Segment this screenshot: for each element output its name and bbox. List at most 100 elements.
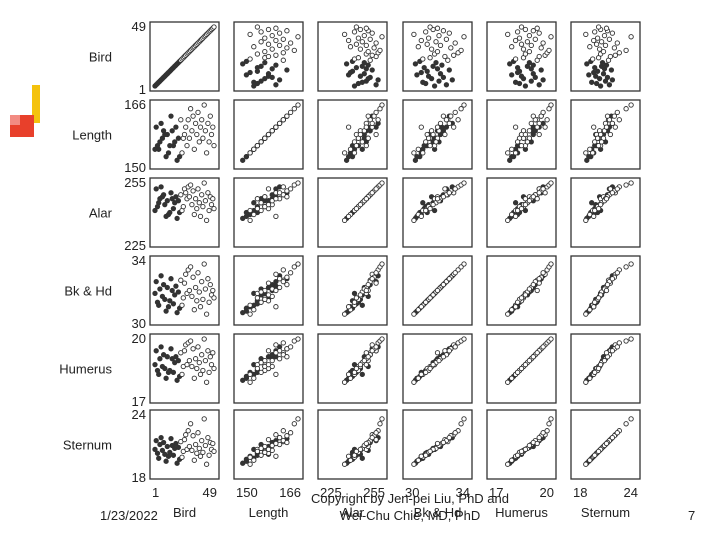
data-point <box>359 146 365 152</box>
data-point <box>423 207 429 214</box>
data-point <box>172 292 178 298</box>
data-point <box>158 273 164 279</box>
data-point <box>359 39 365 45</box>
data-point <box>536 434 542 441</box>
data-point <box>280 267 286 273</box>
data-point <box>254 24 261 30</box>
data-point <box>587 44 593 50</box>
data-point <box>351 83 358 89</box>
data-point <box>534 124 540 130</box>
row-tick-max: 20 <box>132 331 146 346</box>
data-point <box>417 153 423 160</box>
data-point <box>164 284 170 291</box>
data-point <box>192 441 199 448</box>
data-point <box>269 128 275 134</box>
data-point <box>589 79 595 85</box>
panel-alar-vs-bk-hd <box>402 177 473 248</box>
data-point <box>273 52 279 58</box>
data-point <box>614 430 620 436</box>
data-point <box>509 44 515 50</box>
data-point <box>273 271 279 277</box>
data-point <box>158 120 164 127</box>
data-point <box>594 135 601 141</box>
data-point <box>458 106 464 112</box>
data-point <box>512 304 519 310</box>
data-point <box>273 432 279 438</box>
data-point <box>587 146 593 152</box>
data-point <box>160 192 167 198</box>
data-point <box>606 82 613 88</box>
data-point <box>591 37 597 44</box>
data-point <box>211 24 217 30</box>
data-point <box>593 80 600 87</box>
data-point <box>361 71 367 77</box>
row-tick-max: 255 <box>124 175 146 190</box>
data-point <box>343 157 350 163</box>
data-point <box>287 186 294 192</box>
data-point <box>427 448 433 455</box>
data-point <box>343 61 350 67</box>
data-point <box>587 457 593 463</box>
data-point <box>628 336 634 342</box>
data-point <box>611 113 618 119</box>
data-point <box>522 131 529 138</box>
data-point <box>173 283 179 289</box>
data-point <box>458 47 464 54</box>
data-point <box>200 449 206 456</box>
data-point <box>440 281 447 288</box>
data-point <box>516 35 523 41</box>
data-point <box>247 150 253 156</box>
data-point <box>540 430 546 436</box>
data-point <box>247 69 253 76</box>
data-point <box>377 421 383 427</box>
data-point <box>196 445 202 452</box>
data-point <box>357 292 364 298</box>
data-point <box>442 53 448 60</box>
data-point <box>181 280 188 286</box>
data-point <box>369 276 375 282</box>
row-tick-min: 30 <box>132 316 146 331</box>
data-point <box>373 280 379 286</box>
data-point <box>423 29 429 35</box>
data-point <box>165 304 172 310</box>
data-point <box>544 117 550 123</box>
accent-pink-square <box>10 115 20 125</box>
data-point <box>434 66 441 72</box>
data-point <box>201 261 207 267</box>
data-point <box>273 342 279 348</box>
data-point <box>544 428 550 434</box>
panel-alar-vs-bird <box>149 177 220 248</box>
data-point <box>423 139 429 145</box>
data-point <box>162 296 168 303</box>
data-point <box>287 109 294 116</box>
panel-alar-vs-length <box>233 177 304 248</box>
data-point <box>601 357 608 364</box>
data-point <box>430 63 436 69</box>
data-point <box>363 25 369 31</box>
data-point <box>623 47 629 54</box>
data-point <box>522 201 529 208</box>
data-point <box>518 295 525 301</box>
data-point <box>273 213 279 220</box>
data-point <box>181 131 188 138</box>
data-point <box>254 51 261 57</box>
data-point <box>284 281 290 288</box>
data-point <box>591 213 597 220</box>
data-point <box>251 211 257 218</box>
data-point <box>434 350 441 356</box>
data-point <box>586 72 592 78</box>
data-point <box>262 48 268 55</box>
panel-bk-hd-vs-bk-hd <box>402 255 473 326</box>
data-point <box>211 142 217 149</box>
data-point <box>379 102 385 108</box>
row-tick-min: 150 <box>124 160 146 175</box>
data-point <box>434 25 441 31</box>
panel-frame <box>402 177 473 248</box>
data-point <box>258 299 264 305</box>
data-point <box>597 83 604 89</box>
data-point <box>540 40 546 46</box>
data-point <box>207 281 213 288</box>
data-point <box>180 295 186 301</box>
data-point <box>415 307 421 313</box>
data-point <box>258 452 264 458</box>
